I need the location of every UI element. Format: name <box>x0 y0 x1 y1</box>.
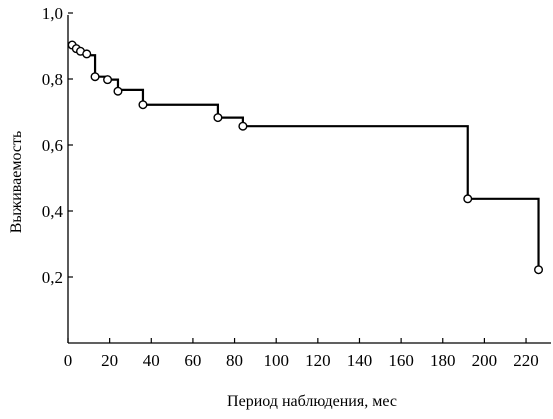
x-tick-label: 160 <box>388 351 414 370</box>
x-tick-label: 0 <box>64 351 73 370</box>
y-tick-label: 0,8 <box>42 70 63 89</box>
y-tick-label: 0,2 <box>42 268 63 287</box>
censor-marker <box>534 265 544 275</box>
censor-marker <box>238 121 248 131</box>
x-tick-label: 40 <box>143 351 160 370</box>
censor-marker <box>90 72 100 82</box>
x-tick-label: 20 <box>101 351 118 370</box>
axes: 0,2 0,4 0,6 0,8 1,0 0 20 40 60 80 100 120 140 160 180 2… <box>42 4 551 370</box>
y-tick-label: 0,6 <box>42 136 63 155</box>
x-tick-label: 140 <box>347 351 373 370</box>
y-tick-label: 1,0 <box>42 4 63 23</box>
series-layer <box>68 43 540 271</box>
censor-marker <box>138 100 148 110</box>
censor-marker <box>113 86 123 96</box>
marker-layer <box>67 40 544 275</box>
y-axis-title: Выживаемость <box>8 131 25 234</box>
survival-step-line <box>68 43 540 271</box>
y-tick-label: 0,4 <box>42 202 64 221</box>
censor-marker <box>213 113 223 123</box>
x-tick-label: 100 <box>263 351 289 370</box>
x-tick-label: 220 <box>513 351 539 370</box>
x-tick-label: 200 <box>472 351 498 370</box>
censor-marker <box>82 49 92 59</box>
x-tick-label: 120 <box>305 351 331 370</box>
x-tick-label: 180 <box>430 351 456 370</box>
censor-marker <box>463 194 473 204</box>
x-tick-label: 80 <box>226 351 243 370</box>
x-tick-label: 60 <box>184 351 201 370</box>
x-axis-title: Период наблюдения, мес <box>227 393 397 410</box>
censor-marker <box>103 75 113 85</box>
